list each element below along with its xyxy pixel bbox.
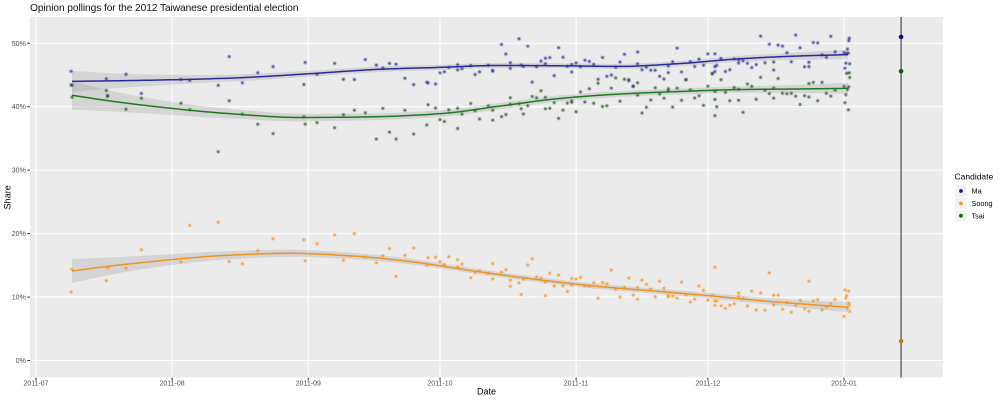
svg-text:30%: 30% [12,168,26,175]
svg-text:2011-08: 2011-08 [160,381,185,388]
svg-text:2011-10: 2011-10 [427,381,452,388]
svg-text:0%: 0% [16,358,26,365]
svg-text:2011-09: 2011-09 [296,381,321,388]
svg-text:Ma: Ma [972,187,983,196]
svg-text:2012-01: 2012-01 [831,381,857,388]
svg-text:Tsai: Tsai [972,211,985,220]
svg-text:50%: 50% [12,41,26,48]
svg-text:2011-12: 2011-12 [695,381,720,388]
svg-text:Date: Date [477,386,496,396]
svg-text:Soong: Soong [972,199,993,208]
svg-text:40%: 40% [12,104,26,111]
svg-text:10%: 10% [12,295,26,302]
svg-text:Opinion pollings for the 2012: Opinion pollings for the 2012 Taiwanese … [30,3,298,14]
svg-text:Candidate: Candidate [955,171,994,181]
svg-text:20%: 20% [12,231,26,238]
svg-text:2011-11: 2011-11 [564,381,589,388]
svg-text:Share: Share [3,185,13,209]
svg-text:2011-07: 2011-07 [23,381,48,388]
